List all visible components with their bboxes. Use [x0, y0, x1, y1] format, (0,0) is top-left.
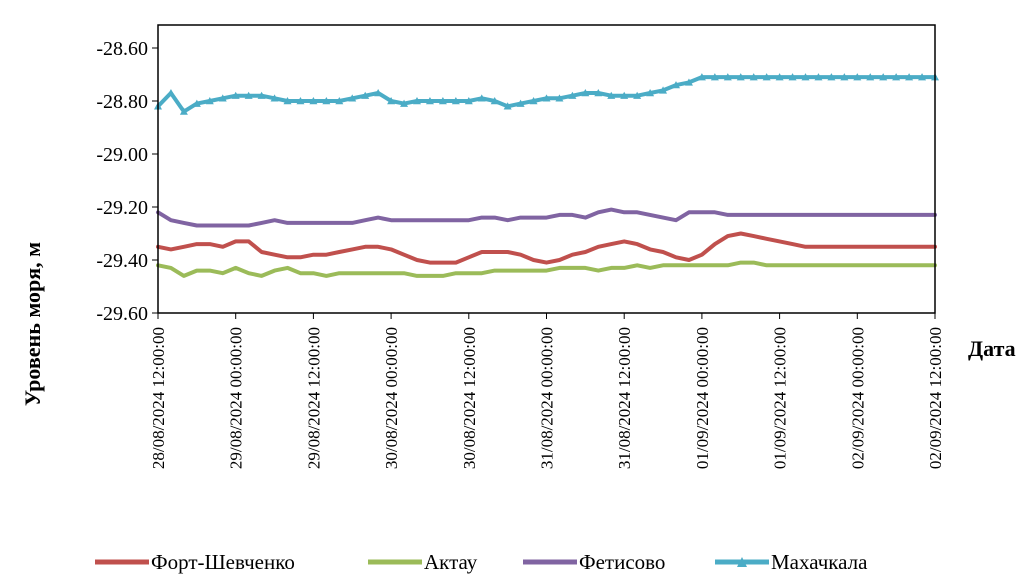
- x-tick-label: 30/08/2024 12:00:00: [460, 327, 479, 469]
- series-point: [490, 97, 499, 105]
- series-point: [684, 78, 693, 86]
- series-point: [322, 97, 331, 105]
- series-point: [270, 94, 279, 102]
- series-point: [607, 91, 616, 99]
- series-point: [918, 73, 927, 81]
- legend-label: Актау: [424, 550, 478, 574]
- series-point: [425, 97, 434, 105]
- series-point: [710, 73, 719, 81]
- x-tick-label: 02/09/2024 12:00:00: [926, 327, 945, 469]
- series-point: [413, 97, 421, 105]
- y-tick-label: -28.60: [96, 38, 148, 60]
- x-tick-label: 29/08/2024 12:00:00: [304, 327, 323, 469]
- series-point: [905, 73, 914, 81]
- y-tick-label: -29.20: [96, 197, 148, 219]
- series-point: [477, 94, 486, 102]
- series-point: [840, 73, 849, 81]
- x-tick-label: 29/08/2024 00:00:00: [227, 327, 246, 469]
- series-point: [400, 99, 409, 107]
- series-point: [283, 97, 292, 105]
- series-point: [749, 73, 758, 81]
- series-line-1: [156, 231, 937, 265]
- x-tick-label: 30/08/2024 00:00:00: [382, 327, 401, 469]
- series-point: [205, 97, 214, 105]
- series-point: [892, 73, 901, 81]
- series-point: [762, 73, 771, 81]
- series-point: [296, 97, 305, 105]
- series-point: [581, 89, 590, 97]
- y-tick-label: -28.80: [96, 91, 148, 113]
- series-point: [827, 73, 836, 81]
- series-layer: [154, 73, 939, 278]
- series-point: [529, 97, 538, 105]
- y-axis-title: Уровень моря, м: [20, 242, 45, 406]
- series-point: [257, 91, 266, 99]
- series-point: [736, 73, 745, 81]
- series-point: [788, 73, 797, 81]
- y-tick-label: -29.00: [96, 144, 148, 166]
- series-point: [348, 94, 357, 102]
- series-point: [542, 94, 551, 102]
- x-tick-label: 28/08/2024 12:00:00: [149, 327, 168, 469]
- series-point: [451, 97, 460, 105]
- legend: Форт-Шевченко Актау Фетисово Махачкала: [95, 550, 868, 574]
- series-point: [179, 107, 188, 115]
- y-tick-label: -29.40: [96, 250, 148, 272]
- series-point: [633, 91, 642, 99]
- series-point: [464, 97, 473, 105]
- series-point: [646, 89, 655, 97]
- y-tick-label: -29.60: [96, 303, 148, 325]
- series-point: [620, 91, 629, 99]
- series-point: [218, 94, 227, 102]
- x-tick-label: 31/08/2024 00:00:00: [538, 327, 557, 469]
- series-point: [723, 73, 732, 81]
- series-point: [594, 89, 603, 97]
- series-line-2: [156, 260, 937, 278]
- series-point: [697, 73, 706, 81]
- series-point: [309, 97, 318, 105]
- x-tick-label: 01/09/2024 12:00:00: [771, 327, 790, 469]
- series-point: [387, 97, 396, 105]
- series-point: [516, 99, 525, 107]
- series-point: [374, 89, 383, 97]
- series-point: [801, 73, 810, 81]
- series-point: [166, 89, 175, 97]
- y-axis-ticks: -28.60 -28.80 -29.00 -29.20 -29.40 -29.60: [96, 38, 158, 325]
- series-point: [231, 91, 240, 99]
- series-point: [814, 73, 823, 81]
- legend-marker: [737, 557, 747, 567]
- legend-label: Форт-Шевченко: [151, 550, 295, 574]
- series-point: [659, 86, 668, 94]
- series-point: [503, 102, 512, 110]
- series-point: [853, 73, 862, 81]
- series-point: [361, 91, 370, 99]
- legend-label: Фетисово: [579, 550, 665, 574]
- series-line-3: [156, 207, 937, 228]
- series-point: [335, 97, 344, 105]
- x-tick-label: 01/09/2024 00:00:00: [693, 327, 712, 469]
- series-point: [438, 97, 447, 105]
- series-point: [672, 81, 680, 89]
- series-point: [192, 99, 201, 107]
- legend-label: Махачкала: [771, 550, 868, 574]
- x-axis-ticks: 28/08/2024 12:00:00 29/08/2024 00:00:00 29…: [149, 313, 945, 469]
- series-point: [866, 73, 875, 81]
- series-point: [555, 94, 564, 102]
- x-tick-label: 02/09/2024 00:00:00: [848, 327, 867, 469]
- series-point: [775, 73, 784, 81]
- plot-area: [154, 24, 939, 314]
- series-point: [879, 73, 888, 81]
- series-point: [244, 91, 253, 99]
- series-point: [568, 91, 577, 99]
- x-tick-label: 31/08/2024 12:00:00: [615, 327, 634, 469]
- x-axis-title: Дата: [968, 336, 1016, 361]
